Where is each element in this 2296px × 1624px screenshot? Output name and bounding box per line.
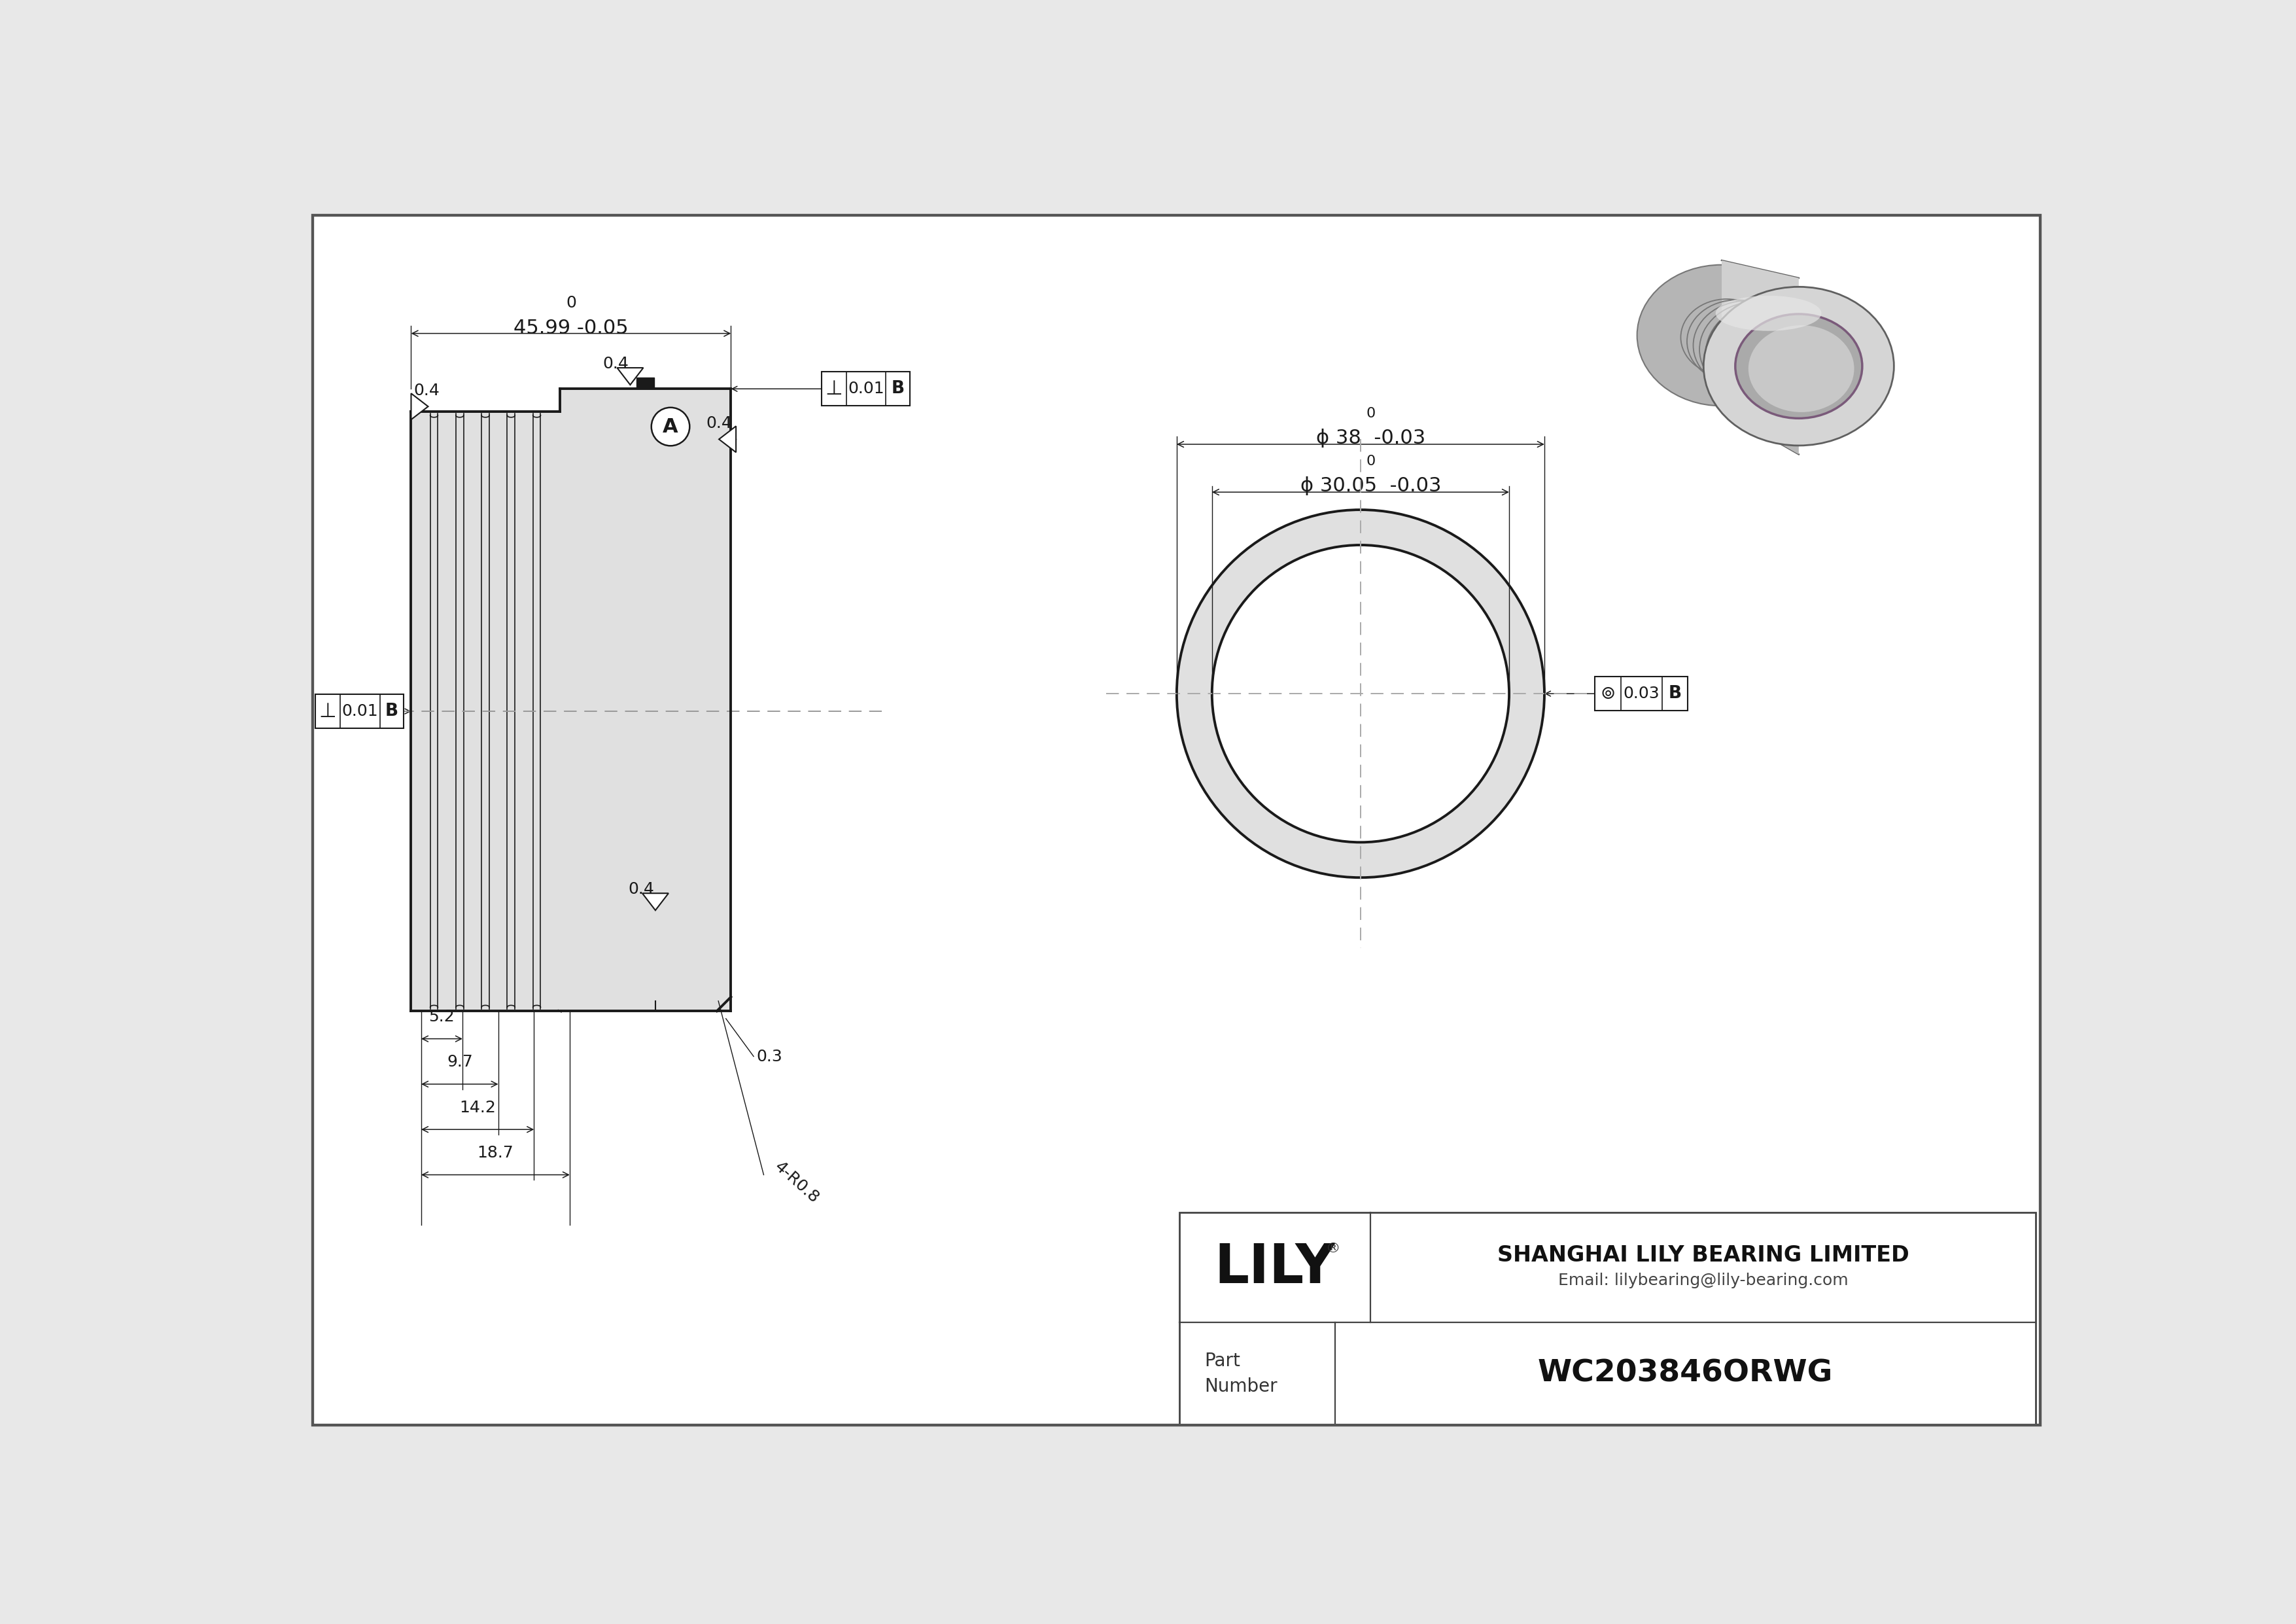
Text: WC203846ORWG: WC203846ORWG <box>1538 1359 1832 1389</box>
Bar <box>822 372 909 406</box>
Text: 0.01: 0.01 <box>342 703 379 719</box>
Text: 0.4: 0.4 <box>705 416 732 432</box>
Polygon shape <box>719 425 737 453</box>
Text: 0: 0 <box>1366 455 1375 468</box>
Circle shape <box>652 408 689 445</box>
Text: Part
Number: Part Number <box>1205 1351 1277 1395</box>
Text: Email: lilybearing@lily-bearing.com: Email: lilybearing@lily-bearing.com <box>1559 1272 1848 1288</box>
Text: 14.2: 14.2 <box>459 1099 496 1116</box>
Text: ⊥: ⊥ <box>824 380 843 398</box>
Circle shape <box>1212 546 1508 843</box>
Bar <box>411 411 560 1012</box>
Text: 0.03: 0.03 <box>1623 685 1660 702</box>
Text: 0: 0 <box>1366 408 1375 421</box>
Bar <box>636 378 654 388</box>
Text: 0.4: 0.4 <box>604 356 629 372</box>
Polygon shape <box>643 893 668 911</box>
Text: ⊥: ⊥ <box>319 702 338 721</box>
Polygon shape <box>618 367 643 385</box>
Text: B: B <box>891 380 905 398</box>
PathPatch shape <box>1722 335 1798 455</box>
Text: 5.2: 5.2 <box>429 1009 455 1025</box>
Bar <box>1077 400 1646 1028</box>
Text: A: A <box>664 417 677 437</box>
Polygon shape <box>411 393 427 419</box>
Text: ⊚: ⊚ <box>1600 684 1616 703</box>
Bar <box>560 388 730 1012</box>
Bar <box>1596 677 1688 711</box>
Text: LILY: LILY <box>1215 1241 1336 1294</box>
Ellipse shape <box>1747 325 1855 412</box>
Ellipse shape <box>1715 296 1821 331</box>
Text: B: B <box>386 703 397 719</box>
Ellipse shape <box>1736 313 1862 419</box>
Text: 0.4: 0.4 <box>413 383 441 398</box>
Text: ϕ 30.05  -0.03: ϕ 30.05 -0.03 <box>1300 476 1442 495</box>
PathPatch shape <box>1722 260 1798 365</box>
Ellipse shape <box>1637 265 1807 406</box>
Text: ϕ 38  -0.03: ϕ 38 -0.03 <box>1316 429 1426 448</box>
Text: 18.7: 18.7 <box>478 1145 514 1161</box>
Text: ®: ® <box>1325 1242 1341 1255</box>
Text: 45.99 -0.05: 45.99 -0.05 <box>514 318 629 338</box>
Text: 4-R0.8: 4-R0.8 <box>771 1158 822 1207</box>
Bar <box>1180 1213 2037 1424</box>
Text: 0: 0 <box>565 296 576 310</box>
Text: 9.7: 9.7 <box>448 1054 473 1070</box>
Circle shape <box>1176 510 1545 877</box>
Text: 0.3: 0.3 <box>755 1049 783 1064</box>
Text: B: B <box>1669 685 1681 702</box>
Text: SHANGHAI LILY BEARING LIMITED: SHANGHAI LILY BEARING LIMITED <box>1497 1244 1908 1265</box>
Bar <box>315 693 404 729</box>
Text: 0.01: 0.01 <box>847 382 884 396</box>
Ellipse shape <box>1704 287 1894 445</box>
Text: 0.4: 0.4 <box>629 882 654 896</box>
